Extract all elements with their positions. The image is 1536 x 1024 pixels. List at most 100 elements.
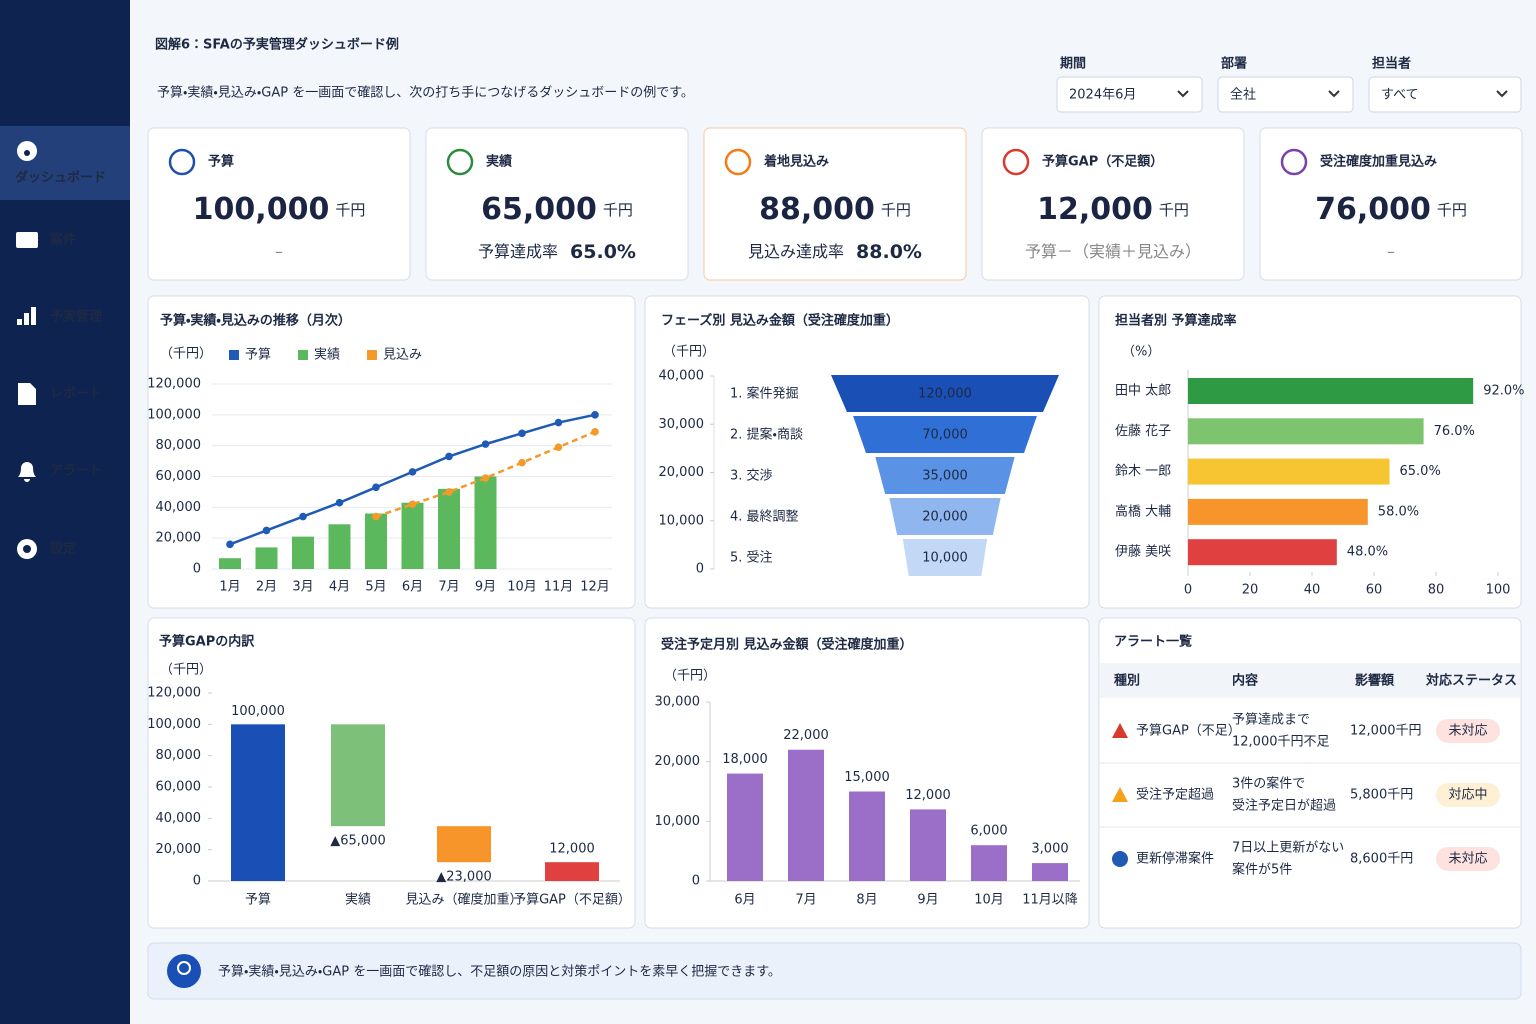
alert-type: 予算GAP（不足） [1136, 724, 1241, 739]
nav-item[interactable]: レポート [50, 386, 102, 402]
kpi-note: – [1387, 242, 1395, 261]
kpi-title: 予算 [208, 154, 234, 170]
alert-status: 未対応 [1448, 852, 1487, 867]
line-point [299, 512, 307, 521]
y-tick-label: 40,000 [659, 369, 705, 384]
status-pill [1436, 847, 1500, 871]
bar [849, 791, 885, 881]
line-point [591, 411, 599, 419]
data-label: 20,000 [922, 510, 968, 525]
bar [401, 502, 424, 569]
data-label: 6,000 [970, 824, 1007, 839]
filter-label: 期間 [1060, 57, 1086, 72]
y-tick-label: 40,000 [156, 500, 202, 515]
data-label: 120,000 [918, 387, 972, 402]
column-header: 影響額 [1355, 673, 1395, 689]
bar [1188, 418, 1424, 445]
bar [910, 809, 946, 881]
alert-amount: 8,600千円 [1350, 852, 1413, 867]
status-pill [1436, 783, 1500, 807]
data-label: 35,000 [922, 469, 968, 484]
nav-item[interactable]: 予実管理 [50, 309, 102, 325]
filter-select[interactable] [1368, 76, 1522, 113]
x-tick-label: 6月 [402, 580, 423, 595]
bar [365, 513, 387, 569]
chart-title: 受注予定月別 見込み金額（受注確度加重） [661, 637, 913, 653]
kpi-value-line: 100,000 千円 [193, 192, 366, 227]
nav-item[interactable]: アラート [50, 464, 102, 479]
kpi-value-line: 88,000 千円 [759, 192, 911, 227]
data-label: 3,000 [1031, 842, 1068, 857]
bar [292, 536, 314, 569]
x-tick-label: 9月 [917, 893, 938, 908]
y-tick-label: 30,000 [659, 417, 705, 432]
kpi-unit: 千円 [335, 201, 365, 219]
nav-icon [16, 232, 38, 248]
kpi-icon [724, 148, 752, 176]
x-tick-label: 9月 [475, 580, 496, 595]
alert-content: 7日以上更新がない [1232, 841, 1344, 856]
x-tick-label: 3月 [292, 580, 313, 595]
kpi-note-line: 予算－（実績＋見込み） [1025, 242, 1201, 261]
x-tick-label: 予算GAP（不足額） [513, 893, 631, 908]
kpi-icon [1280, 148, 1308, 176]
line-point [335, 498, 344, 507]
stage-label: 5. 受注 [730, 551, 773, 566]
kpi-value: 76,000 [1315, 192, 1431, 227]
kpi-unit: 千円 [1437, 201, 1467, 219]
x-tick-label: 2月 [256, 580, 277, 595]
unit-label: （千円） [664, 669, 716, 684]
filter-select[interactable] [1217, 76, 1354, 113]
y-tick-label: 60,000 [156, 469, 202, 484]
data-label: 12,000 [905, 788, 951, 803]
alert-status: 未対応 [1448, 724, 1487, 739]
y-tick-label: 10,000 [659, 513, 705, 528]
data-label: 70,000 [922, 428, 968, 443]
nav-item[interactable]: 設定 [50, 541, 76, 557]
panel [425, 127, 689, 281]
x-tick-label: 20 [1242, 583, 1259, 598]
line-point [518, 458, 526, 467]
nav-icon [24, 313, 29, 325]
y-tick-label: 20,000 [659, 465, 705, 480]
footer-banner [147, 942, 1522, 1000]
panel [147, 127, 411, 281]
kpi-note-line: 見込み達成率 88.0% [748, 241, 922, 263]
chevron [1496, 90, 1508, 98]
line-point [518, 429, 526, 438]
data-label: 100,000 [231, 704, 285, 719]
column-header: 内容 [1232, 673, 1258, 689]
filter-select[interactable] [1056, 76, 1203, 113]
y-tick-label: 0 [692, 874, 700, 889]
line-point [591, 427, 599, 436]
y-tick-label: 80,000 [156, 438, 202, 453]
x-tick-label: 0 [1184, 583, 1192, 598]
bar [438, 488, 460, 569]
x-tick-label: 7月 [795, 893, 816, 908]
kpi-note: 見込み達成率 [748, 242, 844, 261]
x-tick-label: 40 [1304, 583, 1321, 598]
legend-label: 実績 [314, 347, 340, 363]
alert-content: 受注予定日が超過 [1232, 799, 1336, 814]
nav-item[interactable]: ダッシュボード [15, 170, 106, 186]
data-label: 15,000 [844, 770, 890, 785]
nav-icon [18, 462, 36, 482]
funnel-stage [902, 539, 988, 576]
line-point [226, 540, 234, 549]
panel [981, 127, 1245, 281]
panel [703, 127, 967, 281]
nav-item[interactable]: 案件 [49, 232, 76, 248]
x-tick-label: 10月 [974, 893, 1004, 908]
kpi-icon [446, 148, 474, 176]
chart-title: 予算GAPの内訳 [159, 634, 254, 650]
bar [1188, 498, 1368, 525]
unit-label: （%） [1122, 345, 1160, 360]
alert-content: 予算達成まで [1232, 713, 1310, 728]
alert-icon [1112, 787, 1128, 802]
x-tick-label: 予算 [245, 893, 271, 908]
y-tick-label: 100,000 [147, 717, 201, 732]
y-tick-label: 佐藤 花子 [1115, 423, 1171, 439]
nav-icon [23, 545, 31, 553]
y-tick-label: 20,000 [156, 842, 202, 857]
